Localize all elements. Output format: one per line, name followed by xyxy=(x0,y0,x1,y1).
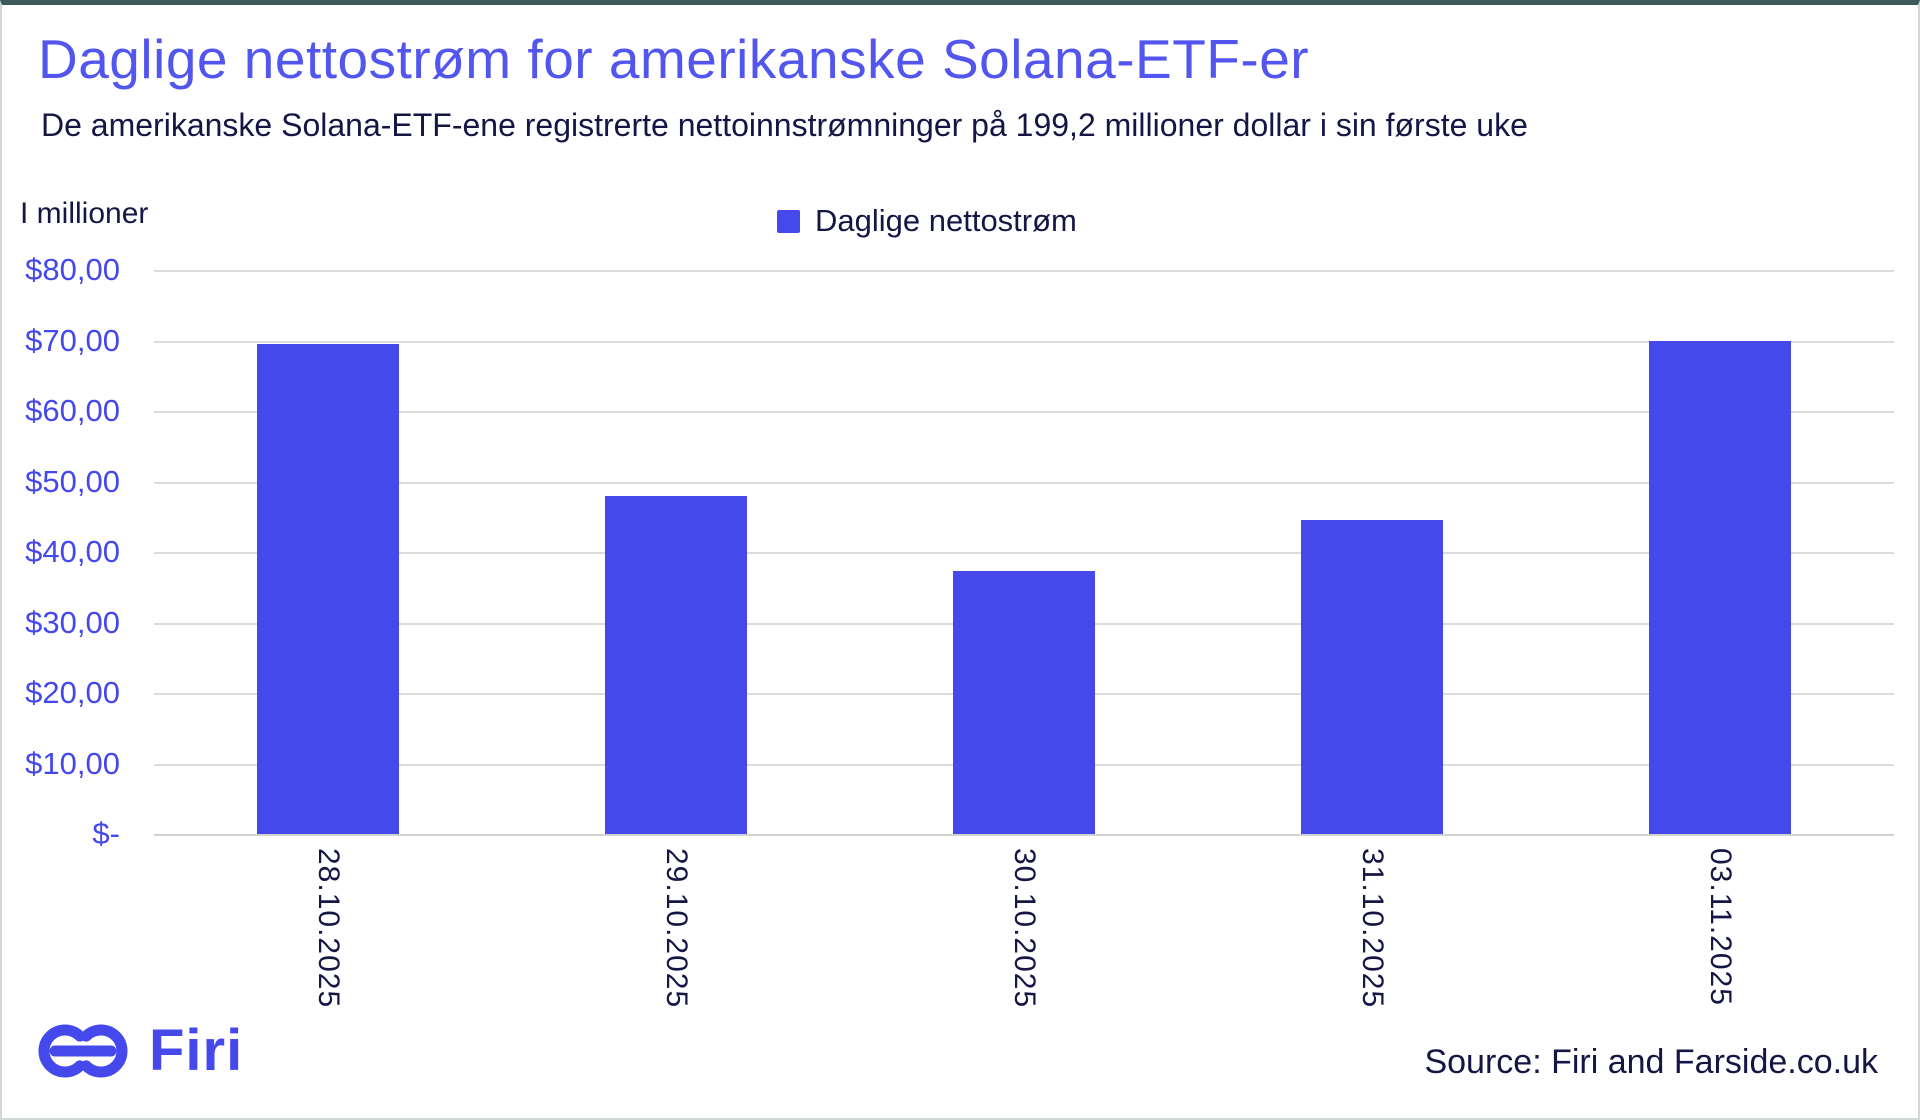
x-tick-label: 31.10.2025 xyxy=(1356,848,1389,1009)
gridline xyxy=(154,552,1894,554)
gridline xyxy=(154,270,1894,272)
y-tick-label: $20,00 xyxy=(25,675,120,710)
x-tick-label: 30.10.2025 xyxy=(1008,848,1041,1009)
gridline xyxy=(154,411,1894,413)
firi-wordmark: Firi xyxy=(149,1018,244,1083)
y-axis-unit-label: I millioner xyxy=(20,197,149,230)
y-axis-tick-labels: $80,00 $70,00 $60,00 $50,00 $40,00 $30,00 $20,… xyxy=(10,252,120,851)
y-tick-label: $60,00 xyxy=(25,393,120,428)
firi-logo: Firi xyxy=(35,1017,243,1084)
y-tick-label: $30,00 xyxy=(25,604,120,640)
firi-logo-mark-icon xyxy=(38,1024,128,1077)
y-tick-label: $10,00 xyxy=(25,745,120,781)
source-attribution: Source: Firi and Farside.co.uk xyxy=(1424,1043,1878,1081)
bar-03.11.2025 xyxy=(1649,340,1791,834)
bar-31.10.2025 xyxy=(1301,520,1443,834)
x-tick-label: 03.11.2025 xyxy=(1704,848,1737,1006)
gridline xyxy=(154,481,1894,484)
x-tick-label: 29.10.2025 xyxy=(660,848,693,1009)
bar-30.10.2025 xyxy=(953,571,1095,834)
y-tick-label: $70,00 xyxy=(25,322,120,358)
legend-label: Daglige nettostrøm xyxy=(815,203,1077,238)
chart-subtitle: De amerikanske Solana-ETF-ene registrert… xyxy=(41,107,1528,143)
gridline xyxy=(154,834,1894,836)
bar-28.10.2025 xyxy=(257,344,399,834)
x-tick-label: 28.10.2025 xyxy=(312,848,345,1009)
y-tick-label: $- xyxy=(92,816,120,851)
y-tick-label: $50,00 xyxy=(25,463,120,499)
chart-title: Daglige nettostrøm for amerikanske Solan… xyxy=(38,28,1310,90)
legend-swatch-icon xyxy=(777,209,800,233)
y-tick-label: $80,00 xyxy=(25,252,120,287)
bar-chart-plot-area xyxy=(154,270,1894,836)
legend: Daglige nettostrøm xyxy=(777,203,1077,239)
x-axis-tick-labels: 28.10.2025 29.10.2025 30.10.2025 31.10.2025… xyxy=(154,848,1894,1033)
gridline xyxy=(154,340,1894,343)
bar-29.10.2025 xyxy=(605,495,747,834)
y-tick-label: $40,00 xyxy=(25,534,120,569)
